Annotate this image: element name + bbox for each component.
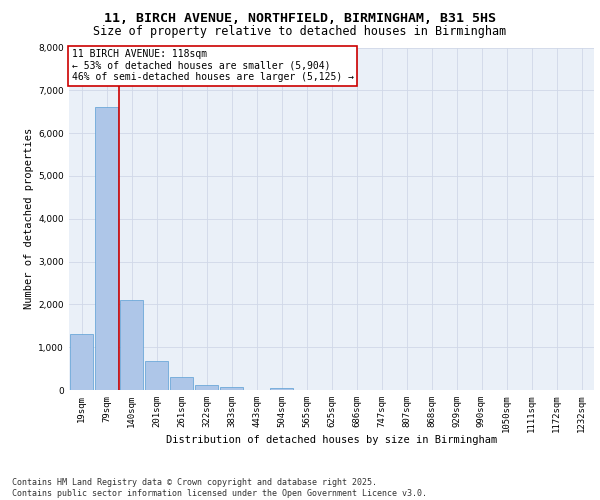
X-axis label: Distribution of detached houses by size in Birmingham: Distribution of detached houses by size … xyxy=(166,436,497,446)
Bar xyxy=(120,300,143,390)
Bar xyxy=(95,108,118,390)
Bar xyxy=(70,334,93,390)
Bar xyxy=(170,377,193,390)
Bar xyxy=(270,388,293,390)
Bar xyxy=(145,361,168,390)
Text: Contains HM Land Registry data © Crown copyright and database right 2025.
Contai: Contains HM Land Registry data © Crown c… xyxy=(12,478,427,498)
Text: Size of property relative to detached houses in Birmingham: Size of property relative to detached ho… xyxy=(94,25,506,38)
Bar xyxy=(195,386,218,390)
Y-axis label: Number of detached properties: Number of detached properties xyxy=(24,128,34,310)
Bar xyxy=(220,387,243,390)
Text: 11, BIRCH AVENUE, NORTHFIELD, BIRMINGHAM, B31 5HS: 11, BIRCH AVENUE, NORTHFIELD, BIRMINGHAM… xyxy=(104,12,496,26)
Text: 11 BIRCH AVENUE: 118sqm
← 53% of detached houses are smaller (5,904)
46% of semi: 11 BIRCH AVENUE: 118sqm ← 53% of detache… xyxy=(71,49,353,82)
